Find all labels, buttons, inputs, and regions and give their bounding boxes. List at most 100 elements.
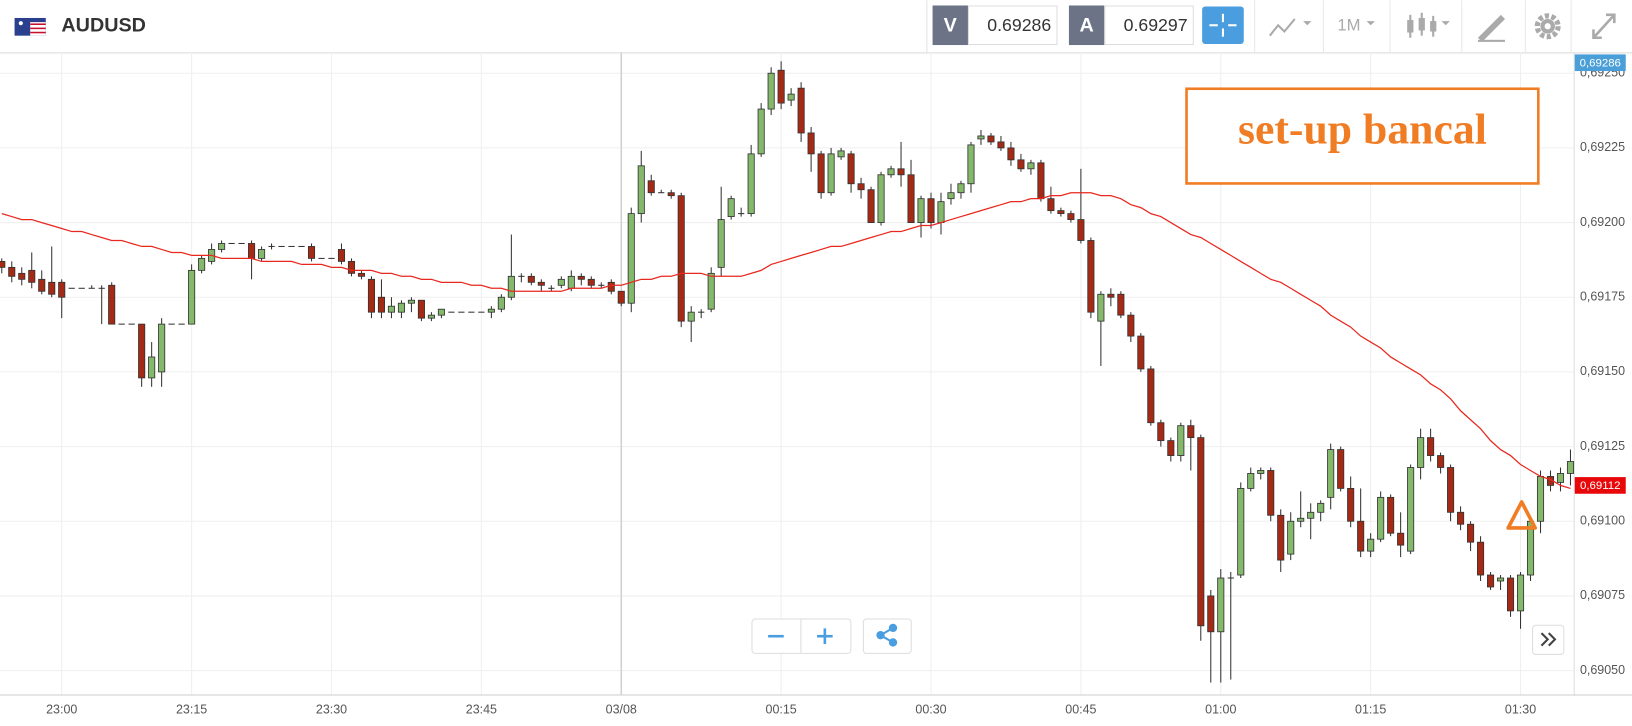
candle-body xyxy=(667,192,675,197)
candle-body xyxy=(627,213,635,304)
candle-body xyxy=(318,257,325,259)
crosshair-button[interactable] xyxy=(1202,6,1244,44)
candle-body xyxy=(637,165,645,215)
candle-body xyxy=(1506,577,1515,612)
candle-body xyxy=(1437,455,1445,468)
candle-body xyxy=(927,198,935,223)
candle-body xyxy=(1327,449,1335,498)
candle-body xyxy=(1027,162,1035,170)
share-button[interactable] xyxy=(862,618,912,654)
candle-body xyxy=(248,243,256,259)
candle-body xyxy=(1167,440,1175,456)
candle-body xyxy=(138,323,146,379)
candle-body xyxy=(947,192,955,200)
candle-body xyxy=(0,260,6,268)
candle-body xyxy=(1107,293,1115,298)
candle-body xyxy=(727,198,735,218)
x-tick-label: 00:30 xyxy=(915,702,946,716)
price-tag-label: 0,69286 xyxy=(1580,57,1621,69)
separator xyxy=(1524,0,1526,53)
candle-body xyxy=(228,242,235,244)
candle-body xyxy=(1307,511,1315,519)
candle-body xyxy=(288,245,295,247)
y-tick-label: 0,69150 xyxy=(1580,364,1625,378)
candle-body xyxy=(1087,240,1095,313)
x-tick-label: 23:30 xyxy=(316,702,347,716)
candle-body xyxy=(847,153,855,185)
y-tick-label: 0,69075 xyxy=(1580,588,1625,602)
zoom-in-button[interactable] xyxy=(817,628,833,645)
candle-body xyxy=(268,245,275,247)
candle-body xyxy=(307,246,316,259)
candle-body xyxy=(1147,368,1155,424)
candle-body xyxy=(877,174,885,223)
plot xyxy=(0,61,1575,683)
ask-box[interactable] xyxy=(1104,5,1194,46)
x-tick-label: 01:00 xyxy=(1205,702,1236,716)
candle-body xyxy=(717,219,725,268)
draw-button[interactable] xyxy=(1477,14,1506,42)
candle-body xyxy=(18,272,26,280)
candle-body xyxy=(917,198,925,223)
flag-icon xyxy=(14,17,46,36)
price-tag-label: 0,69112 xyxy=(1580,480,1621,492)
candle-body xyxy=(188,269,196,325)
ask-badge[interactable] xyxy=(1068,5,1105,46)
candle-body xyxy=(118,323,125,325)
bid-price: 0.69286 xyxy=(987,15,1051,35)
candle-body xyxy=(198,257,206,271)
bid-badge[interactable] xyxy=(932,5,968,46)
candle-body xyxy=(1287,520,1295,555)
candle-body xyxy=(238,242,245,244)
candle-body xyxy=(787,93,795,101)
candle-body xyxy=(587,278,595,286)
candle-body xyxy=(647,180,655,194)
fullscreen-button[interactable] xyxy=(1592,13,1616,40)
candle-body xyxy=(1247,473,1255,489)
settings-button[interactable] xyxy=(1534,13,1561,40)
candle-body xyxy=(1097,293,1105,322)
candle-body xyxy=(128,323,135,325)
candle-body xyxy=(1127,314,1135,337)
candle-body xyxy=(1217,577,1225,633)
ask-price: 0.69297 xyxy=(1124,15,1188,35)
candle-body xyxy=(1397,532,1405,546)
chart-type-button[interactable] xyxy=(1254,0,1312,53)
candle-body xyxy=(897,168,905,176)
candle-body xyxy=(328,257,335,259)
candle-body xyxy=(518,275,525,277)
y-tick-label: 0,69175 xyxy=(1580,290,1625,304)
candle-body xyxy=(427,314,435,319)
candle-body xyxy=(707,272,715,310)
candle-body xyxy=(218,243,226,250)
moving-average xyxy=(1,192,1571,490)
candle-body xyxy=(1497,577,1505,582)
candle-body xyxy=(1297,517,1305,522)
toolbar xyxy=(0,0,1632,53)
candle-body xyxy=(387,305,395,313)
separator xyxy=(926,0,928,53)
candle-body xyxy=(278,245,285,247)
bid-box[interactable] xyxy=(967,5,1058,46)
candle-body xyxy=(78,287,85,289)
candle-body xyxy=(1556,473,1565,483)
candle-body xyxy=(567,275,575,289)
candle-body xyxy=(1037,162,1045,200)
candle-body xyxy=(527,275,535,283)
candle-body xyxy=(598,284,605,286)
candle-body xyxy=(977,135,985,140)
candles-button[interactable] xyxy=(1407,12,1450,38)
candle-body xyxy=(777,69,785,104)
candle-body xyxy=(757,108,765,155)
price-tag xyxy=(1574,54,1626,72)
candle-body xyxy=(1367,538,1375,552)
candle-body xyxy=(887,168,895,176)
candle-body xyxy=(497,296,505,310)
candle-body xyxy=(437,308,445,316)
timeframe[interactable]: 1M xyxy=(1337,16,1360,35)
candle-body xyxy=(797,87,805,134)
candle-body xyxy=(1257,470,1265,474)
scroll-right-button[interactable] xyxy=(1532,624,1565,655)
